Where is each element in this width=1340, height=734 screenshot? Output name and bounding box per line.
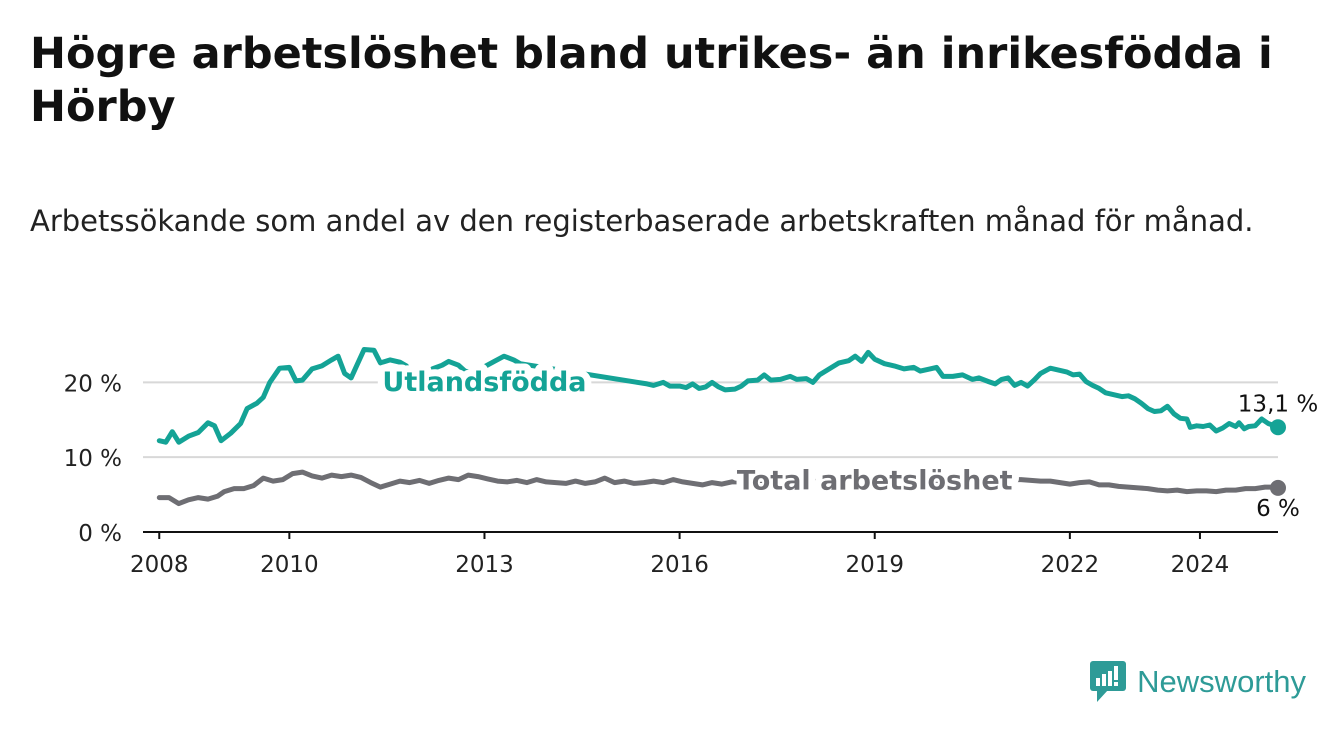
x-tick-label: 2013 <box>455 552 514 578</box>
x-tick-label: 2016 <box>650 552 709 578</box>
series-labels: Utlandsfödda 13,1 % Total arbetslöshet 6 % <box>375 360 1318 522</box>
end-point-utlandsfodda <box>1270 419 1286 436</box>
end-point-total <box>1270 479 1286 496</box>
line-chart: 0 %10 %20 %2008 2010 2013 2016 2019 2022 2024 … <box>64 347 1318 578</box>
x-tick-label: 2010 <box>260 552 319 578</box>
series-line-utlandsfodda <box>156 347 1281 445</box>
series-lines <box>156 347 1281 507</box>
chart-subtitle: Arbetssökande som andel av den registerb… <box>30 204 1254 238</box>
newsworthy-logo-icon <box>1090 661 1127 702</box>
y-tick-label: 20 % <box>64 371 122 397</box>
x-tick-label: 2024 <box>1171 552 1230 578</box>
series-line-total <box>156 469 1281 507</box>
axes: 0 % 10 % 20 % 2008 2010 2013 2016 2019 2022 2024 <box>64 371 1278 578</box>
end-label-utlandsfodda: 13,1 % <box>1238 391 1318 417</box>
x-tick-label: 2019 <box>845 552 904 578</box>
y-tick-label: 0 % <box>78 521 122 547</box>
series-label-total: Total arbetslöshet <box>737 466 1013 497</box>
y-tick-label: 10 % <box>64 446 122 472</box>
brand-name: Newsworthy <box>1137 664 1306 699</box>
page-title: Högre arbetslöshet bland utrikes- än inr… <box>30 29 1273 132</box>
end-label-total: 6 % <box>1256 496 1300 522</box>
x-tick-label: 2022 <box>1041 552 1100 578</box>
series-label-utlandsfodda: Utlandsfödda <box>382 367 586 398</box>
x-tick-label: 2008 <box>130 552 189 578</box>
brand-logo: Newsworthy <box>1089 660 1306 704</box>
